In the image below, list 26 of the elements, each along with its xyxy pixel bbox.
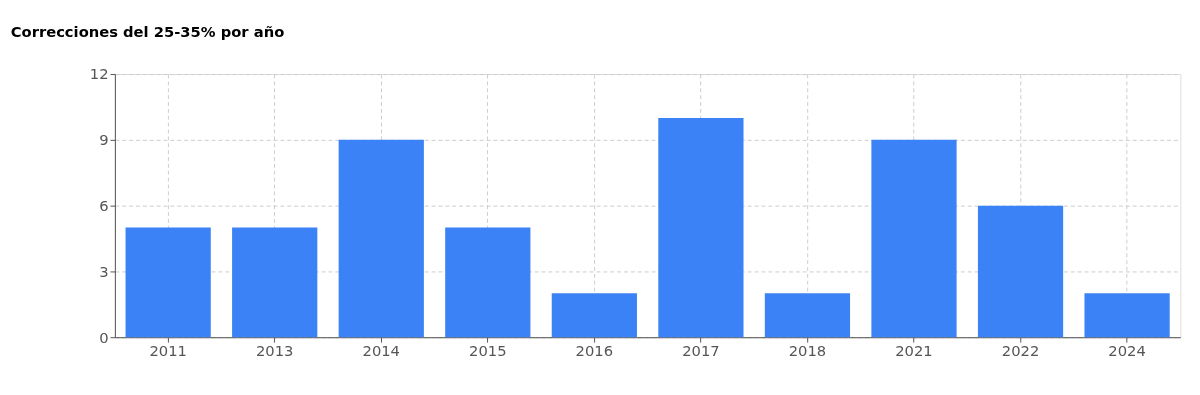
x-tick-label: 2016 bbox=[575, 342, 614, 360]
bar bbox=[125, 227, 211, 338]
x-tick-label: 2017 bbox=[682, 342, 720, 360]
bar bbox=[658, 117, 744, 338]
x-tick-label: 2018 bbox=[788, 342, 827, 360]
x-tick-label: 2021 bbox=[895, 342, 933, 360]
bar bbox=[338, 139, 424, 338]
x-tick-label: 2015 bbox=[469, 342, 507, 360]
bar bbox=[871, 139, 957, 338]
bar bbox=[764, 293, 851, 338]
chart-title: Correcciones del 25-35% por año bbox=[10, 22, 285, 40]
y-tick-label: 9 bbox=[99, 131, 109, 149]
x-tick-label: 2022 bbox=[1001, 342, 1040, 360]
y-tick-label: 3 bbox=[99, 262, 109, 280]
y-tick-label: 12 bbox=[89, 65, 109, 83]
y-tick-label: 0 bbox=[99, 328, 109, 346]
x-tick-label: 2013 bbox=[255, 342, 294, 360]
bar bbox=[977, 205, 1064, 338]
x-tick-label: 2014 bbox=[362, 342, 400, 360]
x-tick-label: 2011 bbox=[149, 342, 187, 360]
x-tick-label: 2024 bbox=[1108, 342, 1146, 360]
bar bbox=[445, 227, 531, 338]
y-tick-label: 6 bbox=[99, 197, 109, 215]
bar bbox=[551, 293, 637, 338]
bar bbox=[232, 227, 318, 338]
bar bbox=[1084, 293, 1170, 338]
